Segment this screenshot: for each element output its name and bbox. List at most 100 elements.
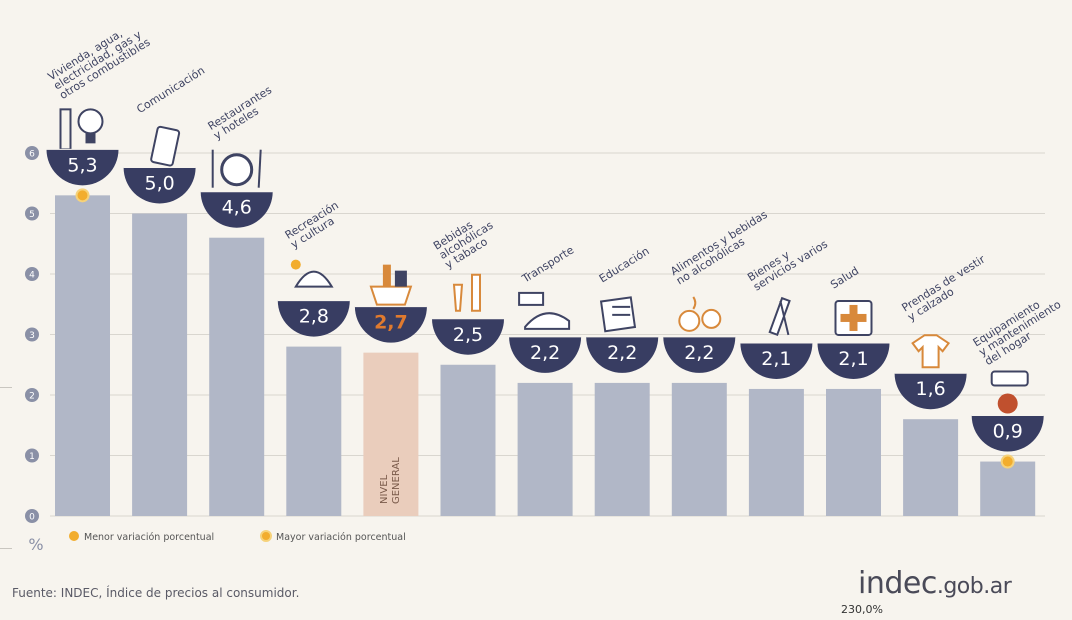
icon-part xyxy=(997,393,1018,414)
bubble-shape xyxy=(971,415,1044,452)
icon-part xyxy=(452,283,464,312)
medical-cross-icon xyxy=(834,299,873,336)
value-label: 2,7 xyxy=(374,312,408,334)
value-label: 2,1 xyxy=(761,348,791,370)
y-tick-label: 4 xyxy=(29,271,35,281)
legend-label-max: Mayor variación porcentual xyxy=(276,532,406,543)
clothing-icon xyxy=(911,334,951,369)
category-label: Restaurantesy hoteles xyxy=(206,83,281,142)
bubble-shape xyxy=(123,167,196,204)
value-label: 5,3 xyxy=(67,154,97,176)
bar xyxy=(903,419,959,516)
bubble-shape xyxy=(586,336,659,373)
icon-part xyxy=(911,334,951,369)
y-tick-label: 2 xyxy=(29,392,35,402)
value-bubble: 2,2 xyxy=(663,336,736,373)
category-label-line: Salud xyxy=(828,264,861,291)
y-tick-label: 5 xyxy=(29,210,35,220)
icon-part xyxy=(779,300,790,336)
category-label: Recreacióny cultura xyxy=(283,199,347,251)
phone-icon xyxy=(150,125,181,167)
bar xyxy=(594,382,650,516)
y-tick: 2 xyxy=(25,388,39,402)
bubble-shape xyxy=(46,149,119,186)
category-label-line: Prendas de vestir xyxy=(899,253,987,315)
notebook-icon xyxy=(599,296,637,333)
category-label-line: Transporte xyxy=(519,243,576,286)
icon-part xyxy=(701,308,722,329)
category-label: Educación xyxy=(597,244,652,285)
category-label: Equipamientoy mantenimientodel hogar xyxy=(971,288,1070,368)
icon-part xyxy=(382,264,391,287)
value-bubble: 5,0 xyxy=(123,167,196,204)
bar xyxy=(209,237,265,516)
value-bubble: 4,6 xyxy=(200,191,273,228)
bar-inner-label-line: GENERAL xyxy=(391,457,402,504)
category-label: Bienes yservicios varios xyxy=(745,228,830,294)
bars: NIVELGENERAL xyxy=(55,195,1036,516)
bubble-shape xyxy=(663,336,736,373)
value-label: 2,2 xyxy=(530,342,560,364)
bus-card-icon xyxy=(518,291,571,330)
category-icons xyxy=(59,108,1029,414)
y-tick-label: 1 xyxy=(29,452,35,462)
y-tick-dot xyxy=(25,327,39,342)
icon-part xyxy=(85,133,96,144)
bar xyxy=(363,352,419,516)
icon-part xyxy=(840,313,867,322)
edge-mark xyxy=(0,548,12,549)
icon-part xyxy=(369,285,413,306)
category-label: Bebidasalcohólicasy tabaco xyxy=(431,209,501,271)
y-tick: 5 xyxy=(25,206,39,221)
y-tick-dot xyxy=(25,509,39,523)
bar-inner-label: NIVELGENERAL xyxy=(379,457,402,504)
indec-logo[interactable]: indec.gob.ar xyxy=(858,566,1012,601)
icon-part xyxy=(59,108,72,151)
food-icon xyxy=(678,296,722,332)
bubble-shape xyxy=(354,306,427,343)
value-label: 5,0 xyxy=(144,173,174,195)
beach-umbrella-icon xyxy=(290,259,334,288)
bar xyxy=(671,382,727,516)
air-conditioner-icon xyxy=(990,370,1029,414)
bar xyxy=(517,382,573,516)
marker-lowest xyxy=(1000,454,1015,469)
category-label: Salud xyxy=(828,264,861,291)
category-label: Prendas de vestiry calzado xyxy=(899,253,993,324)
bubble-shape xyxy=(894,373,967,410)
value-bubble: 2,5 xyxy=(432,318,504,355)
value-bubble: 2,2 xyxy=(509,336,582,373)
y-tick-dot xyxy=(25,448,39,463)
bar xyxy=(980,461,1036,516)
icon-part xyxy=(692,296,697,310)
legend-marker-min xyxy=(69,531,79,541)
icon-part xyxy=(290,259,301,270)
bubble-shape xyxy=(509,336,582,373)
bar xyxy=(132,213,188,516)
bubble-shape xyxy=(277,300,350,337)
value-label: 2,1 xyxy=(838,348,868,370)
legend-marker-max xyxy=(260,530,272,542)
category-label-line: Comunicación xyxy=(134,64,207,116)
stray-text: 230,0% xyxy=(841,603,883,616)
value-bubble: 1,6 xyxy=(894,372,967,410)
y-tick-label: 3 xyxy=(29,331,35,341)
value-bubble: 5,3 xyxy=(46,148,119,186)
category-label: Transporte xyxy=(519,243,576,286)
icon-part xyxy=(77,108,104,135)
value-label: 2,8 xyxy=(299,306,329,328)
value-label: 2,2 xyxy=(607,342,637,364)
logo-suffix: .gob.ar xyxy=(936,574,1012,599)
value-bubble: 2,8 xyxy=(277,300,350,337)
y-tick: 4 xyxy=(25,267,39,281)
y-tick-dot xyxy=(25,388,39,402)
y-tick-dot xyxy=(25,267,39,281)
value-bubble: 2,2 xyxy=(586,336,659,373)
y-tick-dot xyxy=(25,206,39,221)
icon-part xyxy=(990,370,1029,387)
y-axis-ticks: 0 1 2 3 4 5 6% xyxy=(25,146,44,554)
icon-part xyxy=(678,309,701,332)
y-tick: 6 xyxy=(25,146,39,160)
icon-part xyxy=(394,270,407,287)
